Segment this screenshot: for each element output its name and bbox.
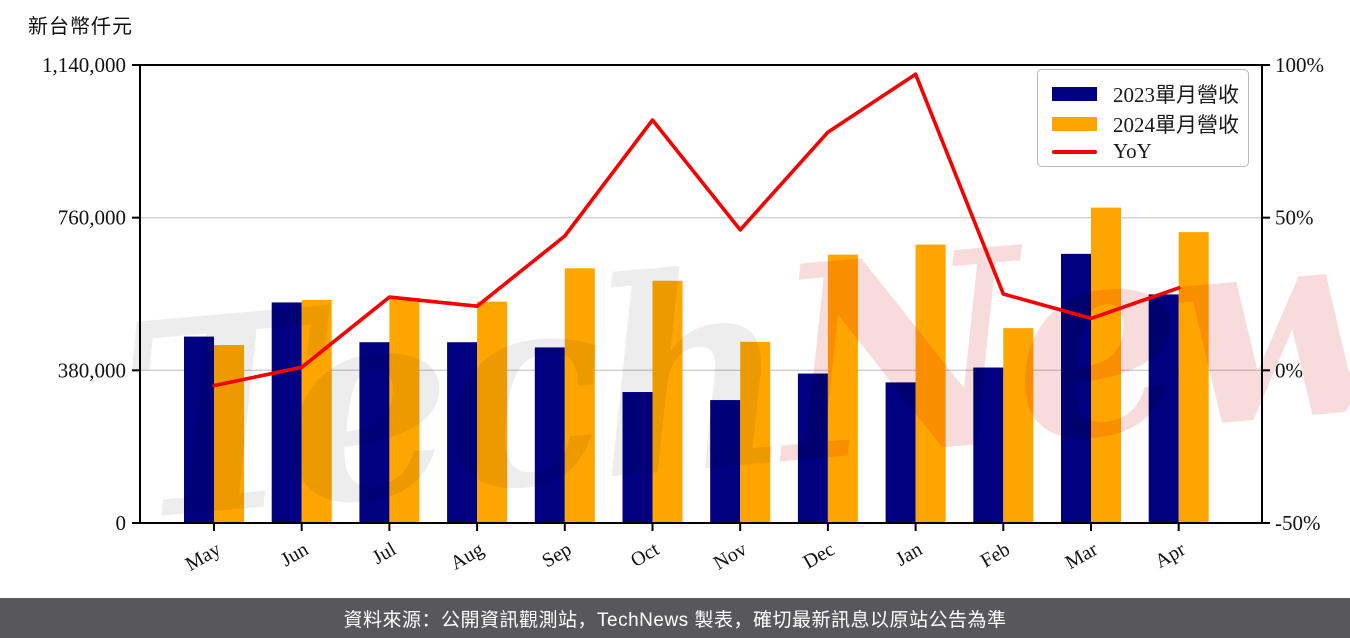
bar-2023-Jun: [271, 302, 302, 523]
bar-2023-Jul: [359, 342, 390, 523]
left-tick-label: 0: [116, 511, 127, 535]
bar-2024-Feb: [1003, 328, 1034, 523]
x-tick-label-Oct: Oct: [627, 538, 663, 572]
legend-swatch-2024-bar: [1052, 117, 1097, 131]
bar-2024-Jun: [301, 300, 332, 523]
left-tick-label: 380,000: [58, 358, 126, 382]
bar-2024-Nov: [740, 341, 771, 523]
x-tick-label-Dec: Dec: [800, 538, 839, 573]
left-tick-label: 760,000: [58, 206, 126, 230]
right-tick-label: 50%: [1275, 206, 1314, 230]
bar-2023-Sep: [534, 347, 565, 523]
x-tick-label-Sep: Sep: [538, 538, 575, 572]
chart-legend: 2023單月營收 2024單月營收 YoY: [1037, 69, 1249, 167]
bar-2023-Jan: [885, 382, 916, 523]
yoy-line: [212, 72, 1181, 388]
right-tick-label: 0%: [1275, 358, 1303, 382]
bar-2023-Dec: [797, 373, 828, 523]
bar-2023-Oct: [622, 392, 653, 523]
legend-swatch-2023-bar: [1052, 87, 1097, 101]
plot-frame: [139, 64, 1263, 524]
legend-label-yoy: YoY: [1113, 139, 1152, 163]
x-tick-label-Jul: Jul: [369, 538, 401, 569]
bar-2023-Apr: [1148, 294, 1179, 523]
bar-series: [184, 207, 1209, 524]
left-tick-label: 1,140,000: [42, 53, 126, 77]
x-tick-label-Feb: Feb: [977, 538, 1014, 572]
source-footer: 資料來源：公開資訊觀測站，TechNews 製表，確切最新訊息以原站公告為準: [0, 598, 1350, 638]
legend-item-2023: 2023單月營收: [1052, 79, 1239, 109]
bar-2023-Aug: [447, 342, 478, 523]
x-tick-label-May: May: [182, 538, 225, 575]
legend-label-2023: 2023單月營收: [1113, 83, 1239, 107]
bar-2023-Mar: [1061, 253, 1091, 523]
bar-2024-Sep: [564, 268, 595, 523]
bar-2024-Oct: [652, 280, 683, 523]
bar-2024-Dec: [827, 254, 858, 524]
bar-2024-Mar: [1091, 207, 1121, 523]
bar-2024-Jul: [389, 298, 420, 523]
bar-2023-Feb: [973, 367, 1004, 523]
x-tick-label-Aug: Aug: [447, 538, 488, 574]
bar-2023-Nov: [710, 400, 741, 523]
bar-2024-May: [214, 345, 244, 523]
legend-item-2024: 2024單月營收: [1052, 109, 1239, 139]
x-tick-label-Apr: Apr: [1151, 538, 1189, 573]
footer-text: 資料來源：公開資訊觀測站，TechNews 製表，確切最新訊息以原站公告為準: [343, 609, 1007, 631]
x-tick-label-Nov: Nov: [710, 538, 751, 574]
x-tick-label-Jun: Jun: [277, 538, 312, 571]
yoy-line-series: [212, 72, 1181, 388]
y-axis-unit-label: 新台幣仟元: [28, 16, 133, 38]
right-tick-label: 100%: [1275, 53, 1324, 77]
right-tick-label: -50%: [1275, 511, 1321, 535]
legend-swatch-yoy-line: [1052, 149, 1097, 154]
bar-2023-May: [184, 336, 214, 523]
x-tick-label-Mar: Mar: [1062, 538, 1102, 574]
legend-label-2024: 2024單月營收: [1113, 113, 1239, 137]
legend-item-yoy: YoY: [1052, 139, 1236, 164]
bar-2024-Jan: [915, 244, 946, 523]
bar-2024-Aug: [477, 301, 508, 523]
bar-2024-Apr: [1178, 232, 1209, 523]
x-tick-label-Jan: Jan: [892, 538, 926, 570]
